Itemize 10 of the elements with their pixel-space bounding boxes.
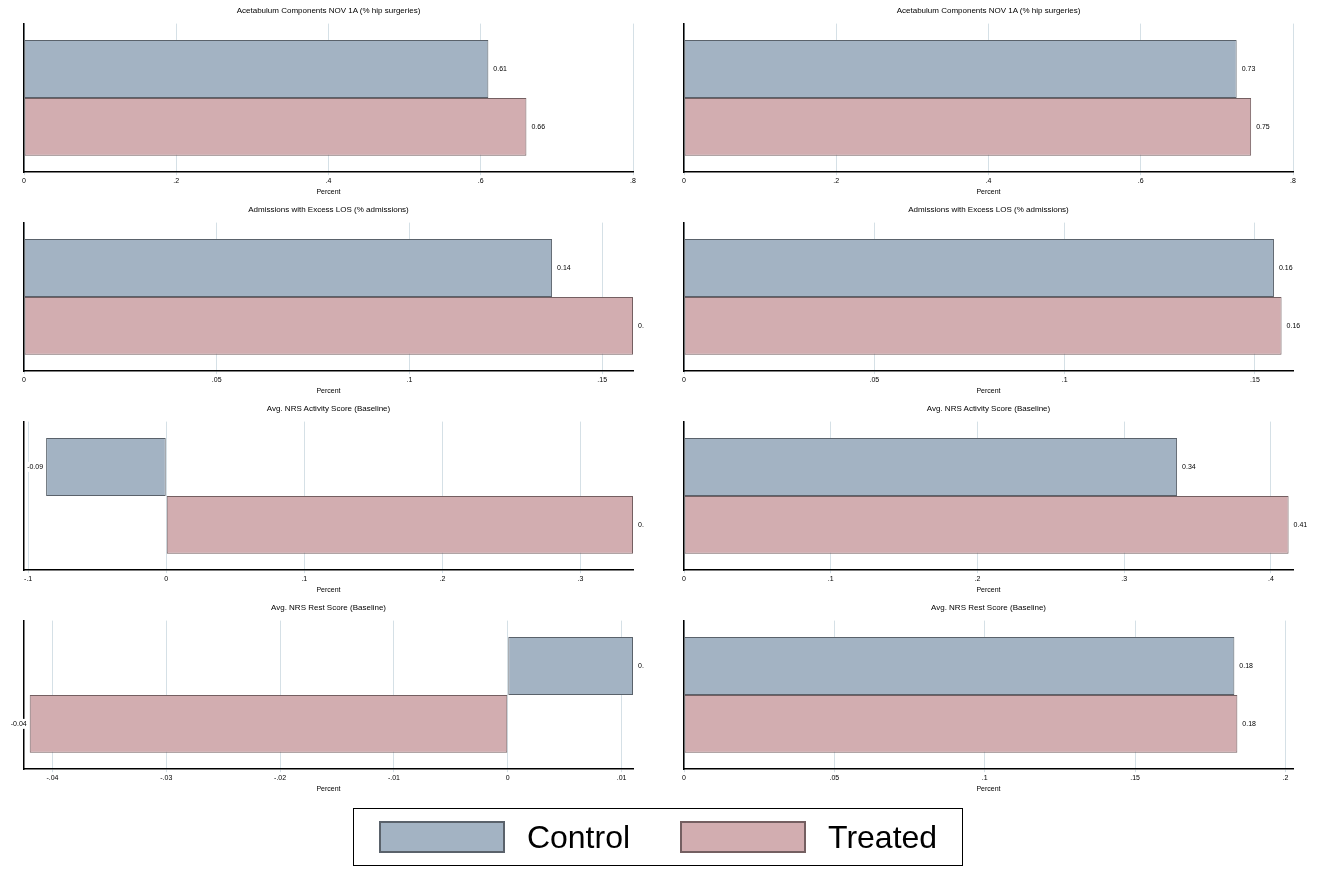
- legend-label: Treated: [828, 818, 938, 856]
- chart-title: Admissions with Excess LOS (% admissions): [248, 205, 410, 214]
- legend-label: Control: [526, 818, 631, 856]
- chart-title: Avg. NRS Activity Score (Baseline): [926, 404, 1051, 413]
- chart-title: Admissions with Excess LOS (% admissions): [908, 205, 1070, 214]
- chart-title: Avg. NRS Rest Score (Baseline): [930, 603, 1047, 612]
- chart-title: Acetabulum Components NOV 1A (% hip surgeries): [236, 6, 421, 15]
- chart-title: Avg. NRS Activity Score (Baseline): [266, 404, 391, 413]
- chart-title: Avg. NRS Rest Score (Baseline): [270, 603, 387, 612]
- chart-title: Acetabulum Components NOV 1A (% hip surgeries): [896, 6, 1081, 15]
